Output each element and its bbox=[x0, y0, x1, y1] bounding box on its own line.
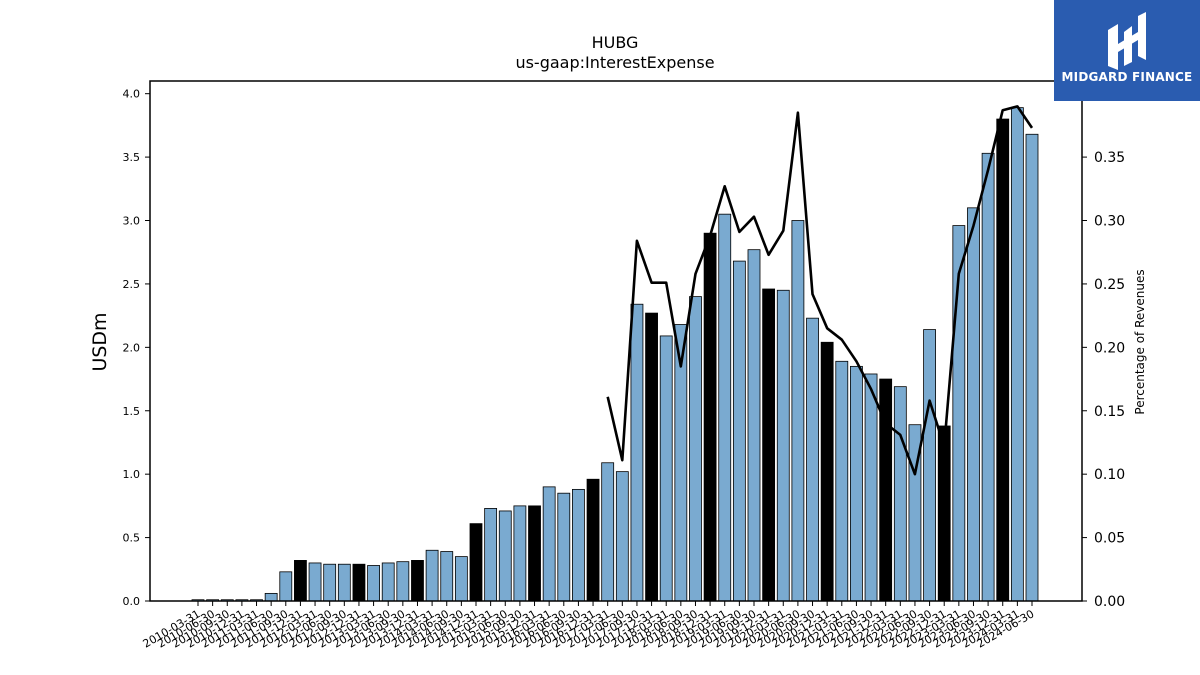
bar-2012-09-30 bbox=[337, 563, 351, 602]
bar-2018-12-31 bbox=[703, 232, 717, 602]
bar-2012-03-31 bbox=[308, 562, 322, 602]
brand-name: MIDGARD FINANCE bbox=[1061, 70, 1193, 84]
y-tick-label: 3.5 bbox=[123, 151, 141, 164]
bar-2019-09-30 bbox=[747, 249, 761, 602]
bar-2015-06-30 bbox=[498, 510, 512, 602]
bar-2018-09-30 bbox=[689, 296, 702, 602]
bar-2011-09-30 bbox=[279, 571, 293, 602]
y2-tick-label: 0.25 bbox=[1094, 277, 1125, 293]
bar-2021-09-30 bbox=[864, 373, 878, 602]
y-tick-label: 0.5 bbox=[123, 532, 141, 545]
bar-2019-03-31 bbox=[718, 213, 732, 602]
y-tick-label: 4.0 bbox=[123, 88, 141, 101]
bar-2022-09-30 bbox=[923, 329, 936, 602]
y2-tick-label: 0.05 bbox=[1094, 531, 1125, 547]
y-tick-label: 0.0 bbox=[123, 595, 141, 608]
bar-2012-06-30 bbox=[323, 563, 337, 602]
bar-2014-09-30 bbox=[454, 556, 468, 602]
y2-axis-label: Percentage of Revenues bbox=[1133, 269, 1147, 414]
bar-2012-12-31 bbox=[352, 563, 366, 602]
bar-2015-12-31 bbox=[528, 505, 541, 602]
bar-2015-09-30 bbox=[513, 505, 527, 602]
bar-2019-12-31 bbox=[762, 288, 776, 602]
bar-2018-03-31 bbox=[659, 335, 673, 602]
bar-2021-06-30 bbox=[850, 365, 863, 602]
bar-2017-09-30 bbox=[630, 303, 644, 602]
bar-2017-03-31 bbox=[601, 462, 615, 602]
bar-2016-06-30 bbox=[557, 492, 571, 602]
bar-2014-06-30 bbox=[440, 551, 454, 602]
bar-2013-09-30 bbox=[396, 561, 410, 602]
bar-2020-03-31 bbox=[776, 289, 790, 602]
y-tick-label: 1.5 bbox=[123, 405, 141, 418]
bar-2023-09-30 bbox=[981, 152, 995, 602]
bar-2016-12-31 bbox=[586, 478, 600, 602]
bar-2020-06-30 bbox=[791, 220, 805, 602]
y-tick-label: 1.0 bbox=[123, 468, 141, 481]
bar-2014-12-31 bbox=[469, 523, 483, 602]
bar-2014-03-31 bbox=[425, 549, 439, 602]
y2-tick-label: 0.00 bbox=[1094, 594, 1125, 610]
bar-2011-12-31 bbox=[294, 560, 307, 602]
bar-2013-06-30 bbox=[381, 562, 395, 602]
brand-logo: MIDGARD FINANCE bbox=[1054, 0, 1200, 101]
plot-frame bbox=[149, 80, 1083, 602]
bar-2017-06-30 bbox=[615, 471, 629, 602]
chart-title: HUBG bbox=[592, 33, 639, 52]
bar-2016-09-30 bbox=[572, 488, 585, 602]
chart-subtitle: us-gaap:InterestExpense bbox=[515, 53, 714, 72]
bar-2020-12-31 bbox=[820, 341, 834, 602]
bar-2021-03-31 bbox=[835, 360, 849, 602]
bar-2017-12-31 bbox=[645, 312, 658, 602]
y2-tick-label: 0.35 bbox=[1094, 150, 1125, 166]
midgard-logo-icon bbox=[1108, 12, 1146, 70]
bar-2013-12-31 bbox=[411, 560, 424, 602]
bar-2022-03-31 bbox=[893, 386, 907, 602]
bar-2016-03-31 bbox=[542, 486, 556, 602]
y-tick-label: 2.5 bbox=[123, 278, 141, 291]
bar-2024-03-31 bbox=[1010, 107, 1024, 602]
bar-2013-03-31 bbox=[367, 565, 380, 602]
y-axis-label: USDm bbox=[89, 312, 111, 371]
y2-tick-label: 0.10 bbox=[1094, 467, 1125, 483]
bar-2020-09-30 bbox=[806, 317, 819, 602]
line-series-percentage-of-revenues bbox=[606, 105, 1034, 476]
y2-tick-label: 0.20 bbox=[1094, 340, 1125, 356]
bar-2011-06-30 bbox=[264, 592, 278, 602]
y-tick-label: 3.0 bbox=[123, 215, 141, 228]
bar-2023-06-30 bbox=[967, 207, 980, 602]
bar-2015-03-31 bbox=[484, 508, 498, 602]
bar-2023-12-31 bbox=[996, 118, 1010, 602]
y2-tick-label: 0.15 bbox=[1094, 404, 1125, 420]
bar-2019-06-30 bbox=[732, 260, 746, 602]
y2-tick-label: 0.30 bbox=[1094, 214, 1125, 230]
bar-2022-12-31 bbox=[937, 425, 951, 602]
bar-2024-06-30 bbox=[1025, 133, 1039, 602]
y-tick-label: 2.0 bbox=[123, 341, 141, 354]
